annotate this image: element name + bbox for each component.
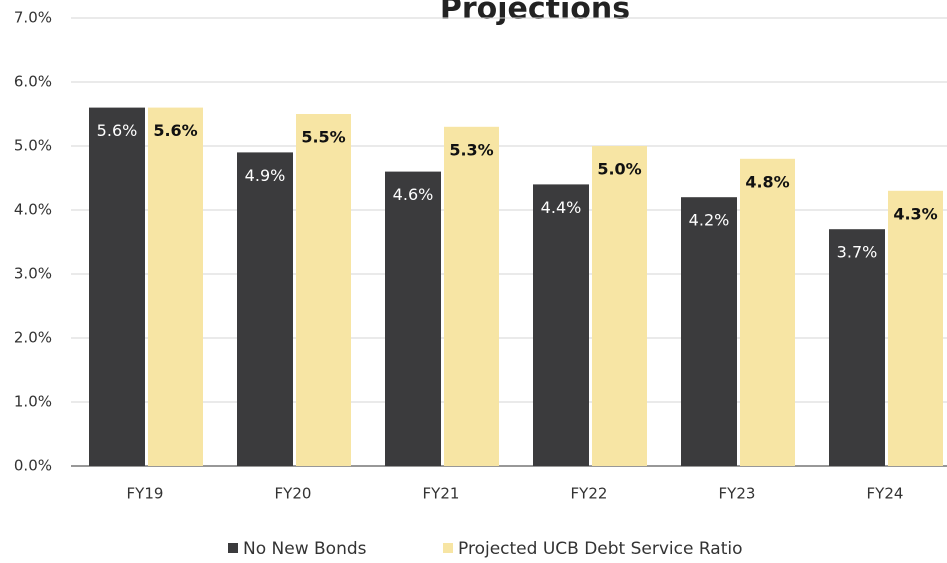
chart-title: Projections	[440, 0, 630, 27]
data-label: 4.8%	[745, 172, 789, 191]
data-label: 4.2%	[689, 211, 730, 230]
bar	[296, 114, 351, 466]
bar	[829, 229, 885, 466]
x-tick-label: FY21	[423, 485, 460, 503]
x-tick-label: FY19	[127, 485, 164, 503]
x-tick-label: FY23	[719, 485, 756, 503]
legend-label: No New Bonds	[243, 539, 367, 559]
bar	[592, 146, 647, 466]
y-tick-label: 7.0%	[14, 9, 52, 27]
data-label: 4.9%	[245, 166, 286, 185]
x-tick-label: FY24	[867, 485, 904, 503]
bar	[533, 184, 589, 466]
x-tick-label: FY20	[275, 485, 312, 503]
y-tick-label: 5.0%	[14, 137, 52, 155]
legend-label: Projected UCB Debt Service Ratio	[458, 539, 742, 559]
x-tick-label: FY22	[571, 485, 608, 503]
legend-swatch	[228, 543, 238, 553]
bar	[444, 126, 499, 467]
bar	[888, 190, 943, 467]
data-label: 5.0%	[597, 160, 641, 179]
bar	[89, 107, 145, 466]
data-label: 5.3%	[449, 140, 493, 159]
data-label: 4.3%	[893, 204, 937, 223]
y-tick-label: 1.0%	[14, 393, 52, 411]
bar	[237, 152, 293, 466]
y-tick-label: 3.0%	[14, 265, 52, 283]
legend-swatch	[443, 543, 453, 553]
bar	[740, 158, 795, 467]
data-label: 4.6%	[393, 185, 434, 204]
data-label: 5.6%	[97, 121, 138, 140]
y-tick-label: 2.0%	[14, 329, 52, 347]
data-label: 3.7%	[837, 243, 878, 262]
bar	[681, 197, 737, 466]
y-tick-label: 0.0%	[14, 457, 52, 475]
y-tick-label: 4.0%	[14, 201, 52, 219]
data-label: 4.4%	[541, 198, 582, 217]
y-tick-label: 6.0%	[14, 73, 52, 91]
bar	[148, 107, 203, 466]
bar	[385, 171, 441, 466]
data-label: 5.6%	[153, 121, 197, 140]
data-label: 5.5%	[301, 128, 345, 147]
